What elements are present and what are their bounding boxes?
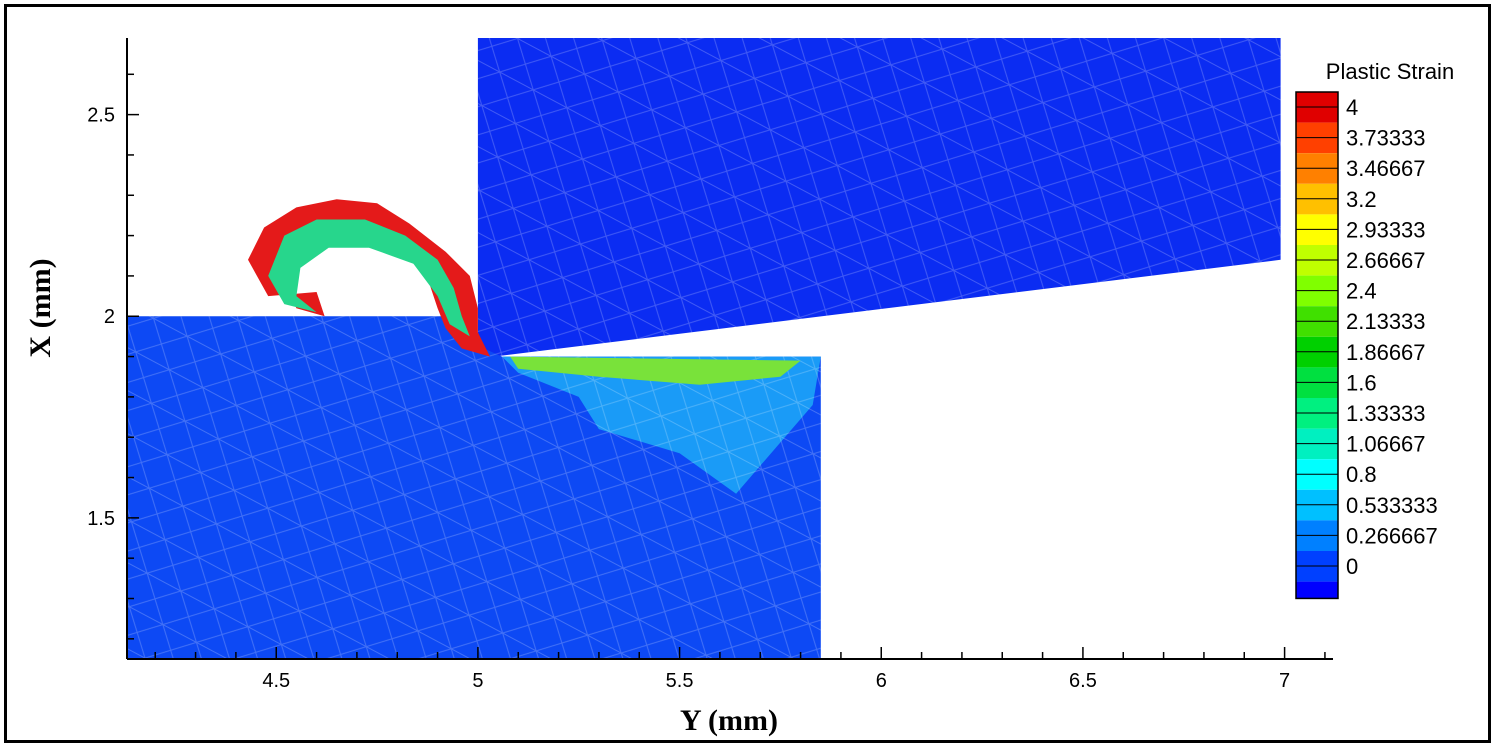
- y-tick-label: 2.5: [87, 105, 115, 127]
- mesh-overlay-tool: [477, 38, 1281, 357]
- mesh-regions: [127, 38, 1281, 659]
- legend-swatch-bottom: [1296, 581, 1338, 599]
- region-chip-surface-band: [510, 356, 801, 385]
- legend-label: 4: [1346, 95, 1358, 120]
- x-tick-label: 4.5: [262, 670, 290, 692]
- y-tick-label: 2: [104, 306, 115, 328]
- x-tick-label: 6: [876, 670, 887, 692]
- x-axis-title: Y (mm): [680, 704, 778, 737]
- axes: 4.5 5 5.5 6 6.5 7 1.5 2 2.5: [87, 38, 1333, 692]
- legend-label: 3.2: [1346, 187, 1377, 212]
- x-tick-label: 5.5: [666, 670, 694, 692]
- legend-label: 0.533333: [1346, 493, 1438, 518]
- mesh-overlay-affected-zone: [502, 356, 821, 494]
- legend-label: 1.86667: [1346, 340, 1426, 365]
- x-tick-label: 6.5: [1069, 670, 1097, 692]
- legend-label: 1.06667: [1346, 432, 1426, 457]
- legend-label: 0.8: [1346, 462, 1377, 487]
- legend: Plastic Strain 4 3.73333 3.46667 3.2 2.93333 2…: [1295, 59, 1454, 600]
- legend-label: 0: [1346, 554, 1358, 579]
- y-tick-label: 1.5: [87, 508, 115, 530]
- legend-label: 0.266667: [1346, 523, 1438, 548]
- legend-label: 2.13333: [1346, 309, 1426, 334]
- legend-label: 1.33333: [1346, 401, 1426, 426]
- legend-label: 1.6: [1346, 370, 1377, 395]
- x-tick-label: 5: [472, 670, 483, 692]
- figure-frame: [4, 4, 1491, 743]
- y-axis-title: X (mm): [24, 258, 57, 357]
- legend-label: 3.46667: [1346, 156, 1426, 181]
- legend-label: 3.73333: [1346, 126, 1426, 151]
- legend-label: 2.66667: [1346, 248, 1426, 273]
- legend-label: 2.4: [1346, 279, 1377, 304]
- legend-label: 2.93333: [1346, 217, 1426, 242]
- legend-border: [1295, 91, 1339, 600]
- legend-title: Plastic Strain: [1326, 59, 1454, 84]
- x-tick-label: 7: [1279, 670, 1290, 692]
- region-chip-curl-inner: [268, 219, 470, 337]
